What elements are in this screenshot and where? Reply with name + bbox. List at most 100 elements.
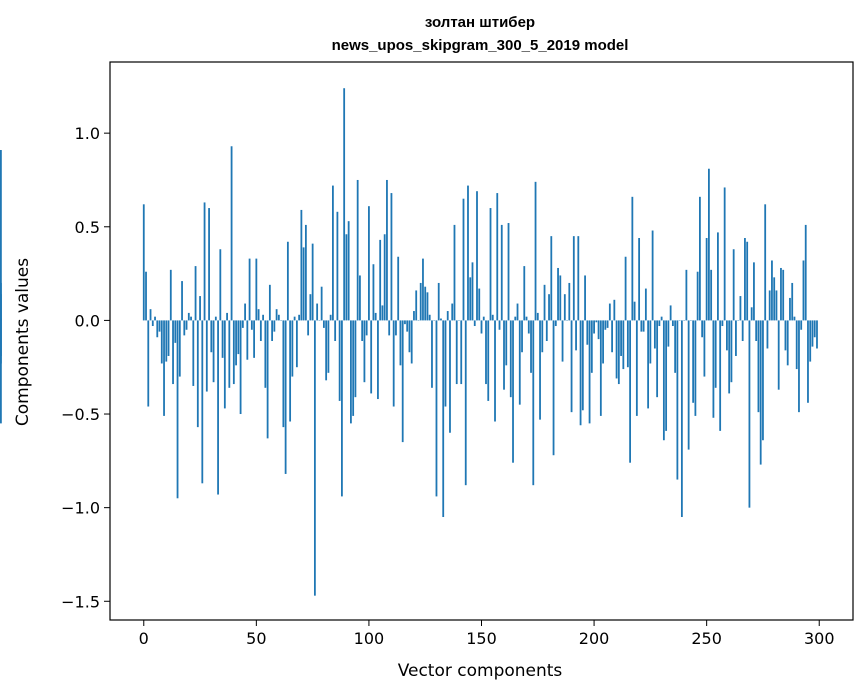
bar-component-198 — [588, 320, 591, 424]
bar-component-81 — [325, 320, 328, 381]
x-tick-label: 300 — [804, 629, 835, 648]
bar-component-226 — [651, 230, 654, 321]
bar-component-135 — [446, 311, 449, 321]
bar-component-28 — [205, 320, 208, 392]
bar-component-124 — [422, 258, 424, 321]
bar-component-274 — [759, 320, 762, 465]
bar-component-7 — [158, 320, 161, 332]
bar-component-173 — [532, 320, 535, 486]
bar-component-111 — [392, 320, 395, 407]
bar-component-244 — [692, 320, 695, 403]
bar-component-149 — [478, 288, 481, 321]
bar-component-176 — [539, 320, 541, 420]
bar-component-34 — [219, 249, 222, 321]
bar-component-64 — [286, 241, 289, 321]
bar-component-112 — [395, 320, 397, 336]
bar-component-63 — [284, 320, 287, 474]
bar-component-65 — [289, 320, 292, 422]
bar-component-107 — [383, 234, 386, 321]
bar-component-155 — [491, 314, 494, 321]
y-tick-label: 0.5 — [75, 218, 100, 237]
bar-component-197 — [586, 320, 589, 345]
bar-component-89 — [343, 88, 346, 321]
bar-component-252 — [710, 269, 713, 321]
bar-component-299 — [816, 320, 818, 349]
bar-component-96 — [359, 275, 361, 321]
bar-component-33 — [217, 320, 219, 495]
bar-component-38 — [228, 320, 231, 388]
bar-component-66 — [291, 320, 294, 377]
bar-component-undefined — [0, 150, 2, 321]
bar-component-29 — [208, 208, 210, 321]
bar-component-171 — [527, 320, 530, 334]
bar-component-151 — [482, 316, 485, 321]
bar-component-144 — [467, 185, 469, 321]
bar-component-263 — [735, 320, 737, 356]
chart-subtitle: news_upos_skipgram_300_5_2019 model — [332, 37, 629, 54]
bar-component-undefined — [0, 320, 2, 364]
bar-component-260 — [728, 320, 731, 394]
x-axis-label: Vector components — [398, 661, 563, 681]
bar-component-255 — [717, 232, 719, 321]
bar-component-68 — [295, 320, 298, 368]
bar-component-205 — [604, 320, 607, 330]
bar-component-116 — [404, 320, 406, 325]
y-tick-label: 0.0 — [75, 311, 100, 330]
bar-component-297 — [811, 320, 814, 347]
bar-component-108 — [386, 179, 388, 321]
bar-component-230 — [660, 316, 663, 321]
bar-component-26 — [201, 320, 204, 484]
bar-component-186 — [561, 320, 564, 362]
bar-component-14 — [174, 320, 177, 343]
bar-component-199 — [590, 320, 593, 373]
bar-component-222 — [642, 320, 645, 332]
bar-component-247 — [699, 196, 701, 321]
bar-component-265 — [739, 296, 742, 321]
bar-component-164 — [512, 320, 514, 463]
bar-component-52 — [259, 320, 262, 341]
bar-component-181 — [550, 236, 553, 321]
bar-component-43 — [239, 320, 242, 415]
bar-component-84 — [332, 185, 334, 321]
bar-component-280 — [773, 277, 776, 321]
bar-component-200 — [593, 320, 595, 334]
bar-component-134 — [444, 320, 447, 407]
bar-component-295 — [807, 320, 809, 403]
bar-component-49 — [253, 320, 255, 358]
bar-component-261 — [730, 320, 733, 383]
bar-component-204 — [602, 320, 604, 364]
bar-component-48 — [250, 320, 253, 330]
bar-component-215 — [626, 320, 629, 368]
bar-component-275 — [762, 320, 764, 441]
bar-component-147 — [473, 320, 476, 327]
bar-component-167 — [518, 320, 521, 405]
bar-component-234 — [669, 305, 672, 321]
bar-component-6 — [156, 320, 159, 338]
bar-component-27 — [203, 202, 206, 321]
bar-component-208 — [611, 320, 613, 353]
bar-component-47 — [248, 258, 251, 321]
bar-component-70 — [300, 209, 303, 321]
bar-component-163 — [509, 320, 512, 398]
bar-component-185 — [559, 275, 562, 321]
bar-component-278 — [768, 290, 771, 321]
bar-component-285 — [784, 320, 787, 351]
bar-component-121 — [415, 290, 418, 321]
bar-component-229 — [658, 320, 661, 327]
bar-component-139 — [455, 320, 458, 385]
bar-component-258 — [723, 187, 726, 321]
bar-component-137 — [451, 303, 454, 321]
x-tick-label: 250 — [691, 629, 722, 648]
bar-component-286 — [786, 320, 789, 366]
bar-component-148 — [476, 191, 478, 321]
bar-component-288 — [791, 282, 794, 321]
bar-component-259 — [726, 320, 728, 351]
bar-component-282 — [777, 320, 780, 390]
bar-component-298 — [813, 320, 816, 338]
bar-component-189 — [568, 282, 571, 321]
bar-component-219 — [635, 320, 638, 416]
x-tick-label: 150 — [466, 629, 497, 648]
bar-component-283 — [780, 267, 782, 321]
